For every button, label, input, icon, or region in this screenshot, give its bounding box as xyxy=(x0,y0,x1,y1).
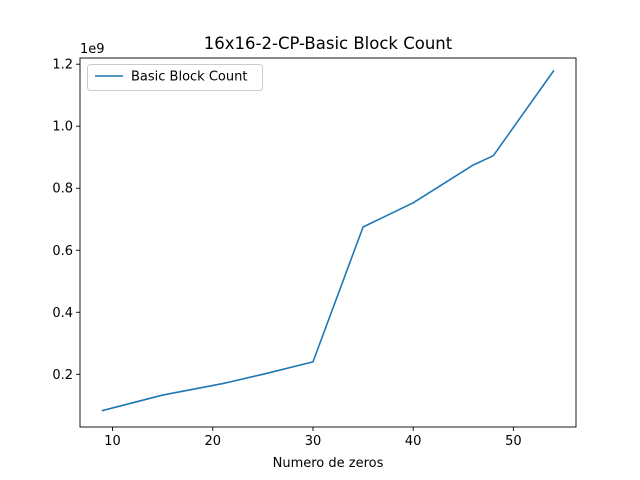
legend-label: Basic Block Count xyxy=(131,70,247,85)
y-offset-label: 1e9 xyxy=(80,42,105,57)
x-tick-label: 10 xyxy=(104,434,121,449)
plot-area: 10 20 30 40 50 0.2 0.4 0.6 0.8 1.0 1.2 xyxy=(52,57,577,449)
y-tick-label: 0.6 xyxy=(52,244,73,259)
x-axis-label: Numero de zeros xyxy=(273,456,384,471)
y-tick-label: 1.2 xyxy=(52,58,73,73)
x-tick-label: 20 xyxy=(204,434,221,449)
y-tick-label: 1.0 xyxy=(52,120,73,135)
legend: Basic Block Count xyxy=(87,64,263,91)
y-tick-label: 0.8 xyxy=(52,182,73,197)
x-tick-label: 50 xyxy=(505,434,522,449)
axes-frame xyxy=(79,57,577,428)
y-tick-label: 0.4 xyxy=(52,306,73,321)
legend-box xyxy=(87,64,263,91)
series-line-0 xyxy=(101,69,555,412)
y-tick-label: 0.2 xyxy=(52,368,73,383)
x-tick-label: 30 xyxy=(305,434,322,449)
x-tick-label: 40 xyxy=(405,434,422,449)
chart-title: 16x16-2-CP-Basic Block Count xyxy=(204,34,453,53)
